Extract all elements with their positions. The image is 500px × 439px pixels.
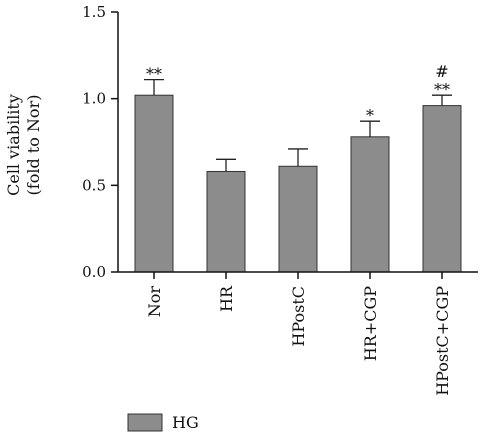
legend: HG [127,413,199,432]
x-tick-label: HR+CGP [361,286,380,361]
y-axis-label-line2: (fold to Nor) [24,95,43,196]
bar [422,105,462,273]
bar [278,165,318,273]
significance-label: ** [434,80,450,99]
significance-label: ** [146,65,162,84]
y-tick-label: 1.0 [82,90,106,108]
y-axis: 0.0 0.5 1.0 1.5 [82,3,119,281]
y-tick-label: 1.5 [82,3,106,21]
x-tick-label: HR [217,285,236,312]
y-axis-label-line1: Cell viability [4,94,23,196]
legend-swatch [127,413,163,432]
significance-label: # [435,62,448,81]
y-tick-label: 0.5 [82,176,106,194]
y-tick-label: 0.0 [82,263,106,281]
bars-group: *****# [134,62,462,273]
x-tick-label: HPostC [289,286,308,347]
bar [206,170,246,273]
x-axis: Nor HR HPostC HR+CGP HPostC+CGP [118,271,478,396]
legend-label: HG [172,413,199,432]
x-tick-label: HPostC+CGP [433,286,452,396]
x-tick-label: Nor [145,286,164,318]
significance-label: * [366,106,374,125]
bar [134,94,174,273]
bar [350,136,390,273]
